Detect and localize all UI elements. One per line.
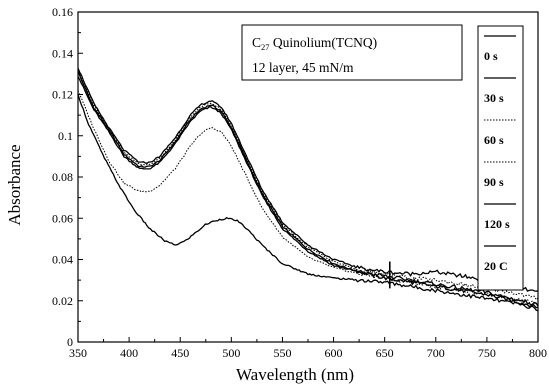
legend-label: 30 s: [484, 91, 504, 105]
x-tick-label: 650: [376, 346, 394, 360]
series-line-90-s: [77, 69, 539, 301]
x-tick-label: 500: [222, 346, 240, 360]
x-tick-label: 700: [427, 346, 445, 360]
x-tick-label: 600: [325, 346, 343, 360]
x-axis-title: Wavelength (nm): [236, 365, 354, 384]
y-tick-label: 0.16: [52, 5, 73, 19]
y-tick-label: 0.04: [52, 253, 73, 267]
x-tick-label: 450: [171, 346, 189, 360]
y-axis-title: Absorbance: [5, 144, 24, 225]
legend-label: 120 s: [484, 217, 510, 231]
x-tick-label: 550: [273, 346, 291, 360]
x-tick-label: 750: [478, 346, 496, 360]
x-tick-label: 800: [529, 346, 547, 360]
legend-label: 60 s: [484, 133, 504, 147]
annotation-line-1: C27 Quinolium(TCNQ): [252, 35, 377, 52]
x-tick-label: 400: [120, 346, 138, 360]
legend-label: 20 C: [484, 259, 508, 273]
series-line-120-s: [77, 68, 539, 292]
legend-box: [477, 25, 524, 291]
y-tick-label: 0.06: [52, 211, 73, 225]
series-line-30-s: [77, 76, 539, 307]
annotation-line-2: 12 layer, 45 mN/m: [252, 60, 354, 75]
legend: 0 s 30 s 60 s 90 s 120 s 20 C: [484, 35, 516, 273]
y-tick-label: 0: [67, 335, 73, 349]
y-tick-label: 0.12: [52, 88, 73, 102]
plot-frame: [77, 11, 539, 343]
series-line-60-s: [77, 90, 539, 305]
series-line-0-s: [77, 71, 539, 309]
y-tick-label: 0.14: [52, 46, 73, 60]
y-tick-label: 0.08: [52, 170, 73, 184]
x-tick-label: 350: [69, 346, 87, 360]
y-tick-label: 0.02: [52, 294, 73, 308]
series-line-20-c: [77, 93, 539, 312]
legend-label: 0 s: [484, 49, 498, 63]
y-tick-label: 0.1: [58, 129, 73, 143]
annotation-box: [241, 24, 463, 81]
legend-label: 90 s: [484, 175, 504, 189]
